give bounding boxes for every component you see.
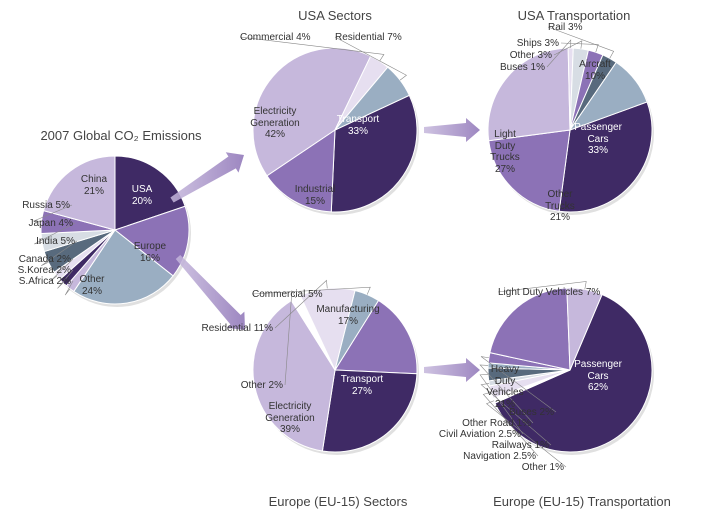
- slice-us-transport-label: Transport33%: [313, 114, 403, 137]
- slice-eut-rail-label: Railways 1%: [451, 440, 549, 452]
- slice-eu-other-label: Other 2%: [185, 380, 283, 392]
- slice-us-industrial-label: Industrial15%: [270, 184, 360, 207]
- slice-eu-electricity-label: ElectricityGeneration39%: [245, 401, 335, 436]
- slice-eu-transport-label: Transport27%: [317, 374, 407, 397]
- slice-eu-residential-label: Residential 11%: [175, 323, 273, 335]
- slice-ust-other-label: Other 3%: [454, 50, 552, 62]
- slice-russia-label: Russia 5%: [0, 200, 70, 212]
- slice-ust-cars-label: PassengerCars33%: [553, 122, 643, 157]
- slice-europe-label: Europe16%: [105, 241, 195, 264]
- slice-ust-othertrucks-label: OtherTrucks21%: [515, 189, 605, 224]
- slice-canada-label: Canada 2%: [0, 254, 71, 266]
- slice-ust-buses-label: Buses 1%: [447, 62, 545, 74]
- slice-eut-light-label: Light Duty Vehicles 7%: [498, 287, 600, 299]
- slice-ust-aircraft-label: Aircraft10%: [550, 59, 640, 82]
- slice-eu-commercial-label: Commercial 5%: [252, 289, 323, 301]
- slice-eu-manufacturing-label: Manufacturing17%: [303, 304, 393, 327]
- slice-india-label: India 5%: [0, 236, 75, 248]
- slice-eut-navigation-label: Navigation 2.5%: [438, 451, 536, 463]
- slice-eut-cars-label: PassengerCars62%: [553, 359, 643, 394]
- slice-eut-other-label: Other 1%: [466, 462, 564, 474]
- arrow-global-to-eu: [176, 255, 245, 330]
- slice-safrica-label: S.Africa 2%: [0, 276, 71, 288]
- slice-eut-heavy-label: HeavyDutyVehicles21%: [460, 364, 550, 410]
- slice-skorea-label: S.Korea 2%: [0, 265, 71, 277]
- slice-china-label: China21%: [49, 174, 139, 197]
- slice-eut-otherroad-label: Other Road 1%: [433, 418, 531, 430]
- slice-us-residential-label: Residential 7%: [335, 32, 402, 44]
- slice-ust-ships-label: Ships 3%: [461, 38, 559, 50]
- slice-us-commercial-label: Commercial 4%: [240, 32, 311, 44]
- slice-ust-lighttrucks-label: LightDutyTrucks27%: [460, 129, 550, 175]
- slice-ust-rail-label: Rail 3%: [548, 22, 582, 34]
- slice-eut-aviation-label: Civil Aviation 2.5%: [423, 429, 521, 441]
- slice-us-electricity-label: ElectricityGeneration42%: [230, 106, 320, 141]
- slice-japan-label: Japan 4%: [0, 218, 73, 230]
